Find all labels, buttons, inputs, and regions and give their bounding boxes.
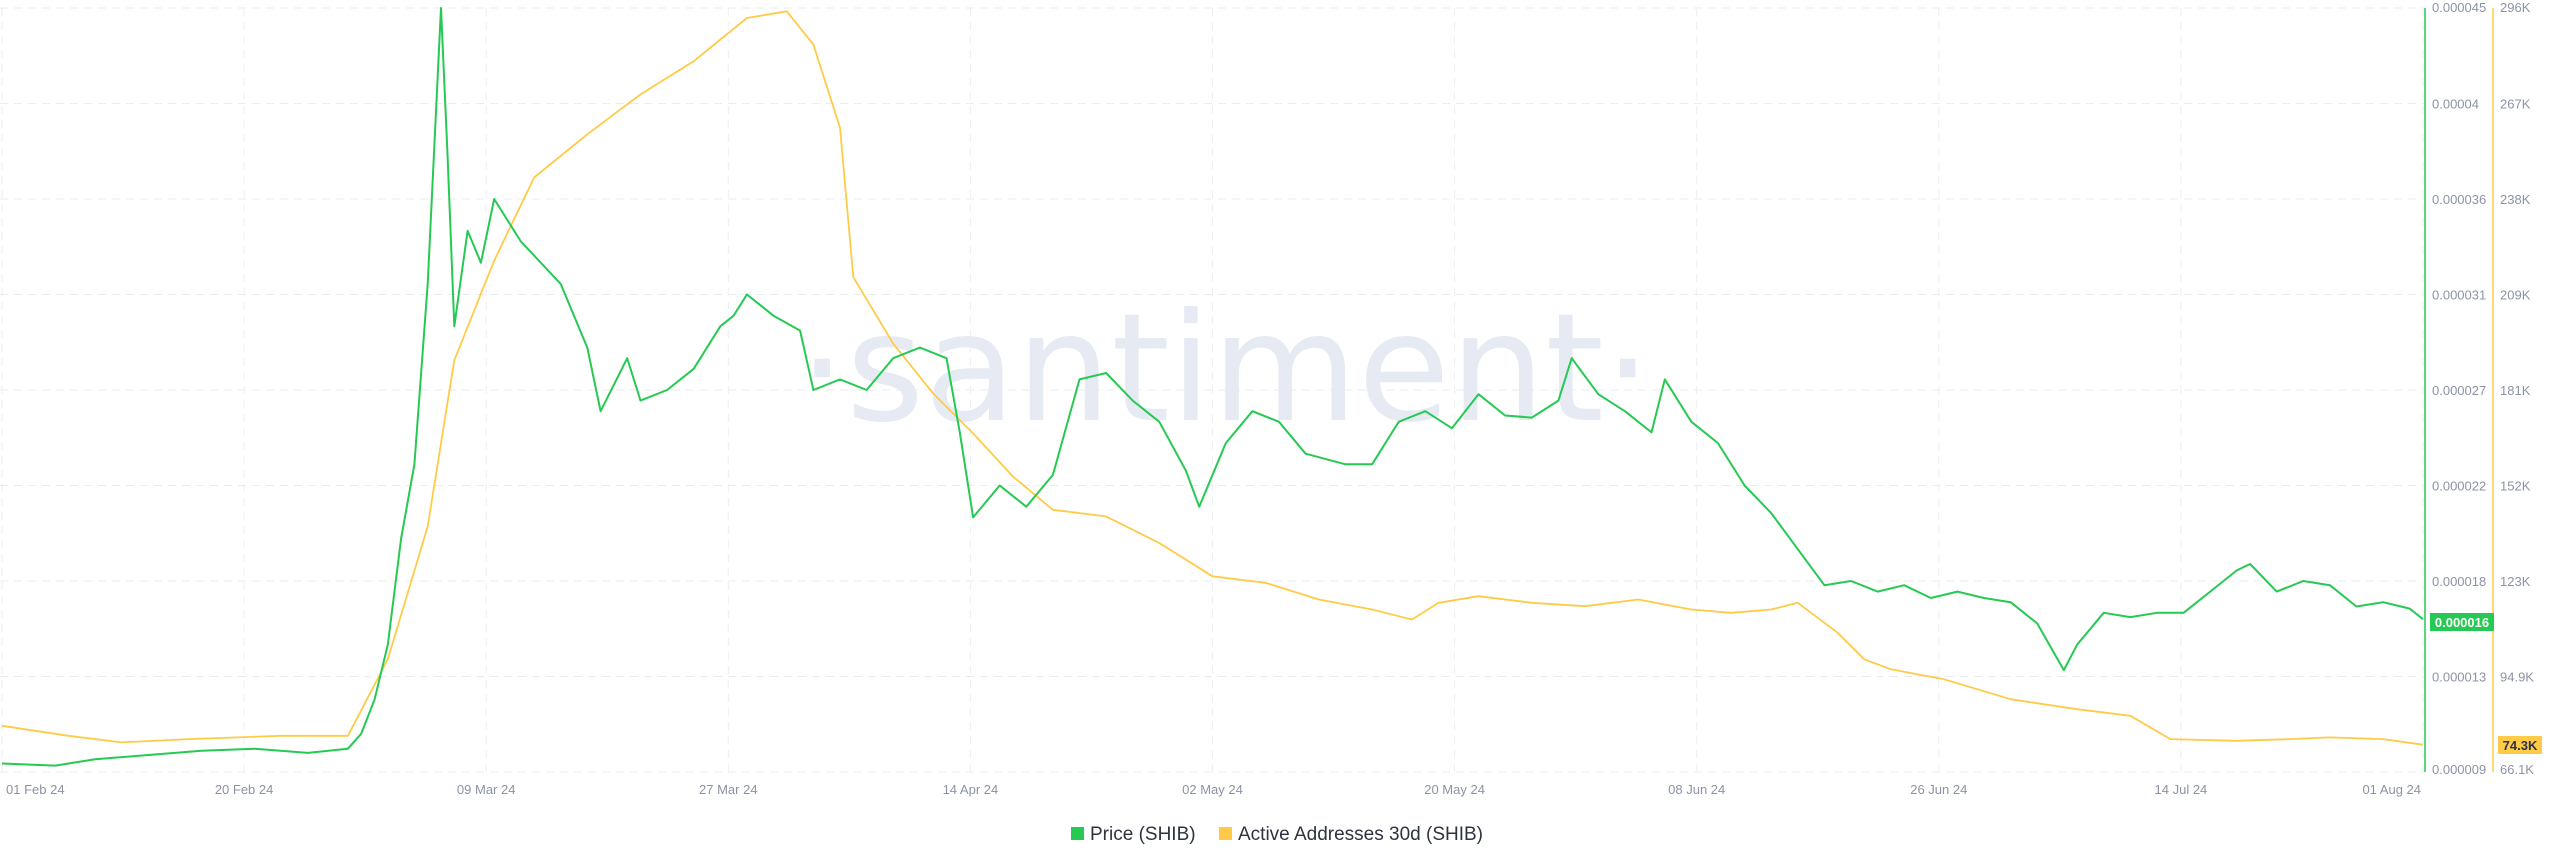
legend: Price (SHIB) Active Addresses 30d (SHIB) (1071, 824, 1483, 845)
x-tick-label: 09 Mar 24 (457, 782, 516, 797)
addresses-axis-ticks: 296K 267K 238K 209K 181K 152K 123K 94.9K 66.1K (2500, 0, 2534, 777)
price-tick-label: 0.000027 (2432, 383, 2486, 398)
addresses-tick-label: 66.1K (2500, 762, 2534, 777)
price-current-badge: 0.000016 (2430, 613, 2494, 631)
legend-label-addresses: Active Addresses 30d (SHIB) (1238, 824, 1483, 845)
price-tick-label: 0.000013 (2432, 670, 2486, 685)
price-tick-label: 0.000022 (2432, 479, 2486, 494)
santiment-watermark: ·santiment· (798, 282, 1651, 456)
x-axis-ticks: 01 Feb 24 20 Feb 24 09 Mar 24 27 Mar 24 14 A… (6, 782, 2421, 797)
x-tick-label: 20 Feb 24 (215, 782, 274, 797)
series-layer (1, 7, 2424, 767)
price-tick-label: 0.00004 (2432, 97, 2479, 112)
addresses-current-badge: 74.3K (2498, 736, 2542, 754)
addresses-tick-label: 152K (2500, 479, 2531, 494)
x-tick-label: 14 Jul 24 (2155, 782, 2208, 797)
addresses-tick-label: 181K (2500, 383, 2531, 398)
addresses-tick-label: 238K (2500, 192, 2531, 207)
price-tick-label: 0.000009 (2432, 762, 2486, 777)
x-tick-label: 01 Aug 24 (2362, 782, 2421, 797)
legend-item-addresses[interactable]: Active Addresses 30d (SHIB) (1219, 824, 1483, 845)
legend-swatch-addresses (1219, 827, 1232, 840)
x-tick-label: 01 Feb 24 (6, 782, 65, 797)
chart-grid (0, 7, 2425, 773)
price-tick-label: 0.000018 (2432, 574, 2486, 589)
price-tick-label: 0.000045 (2432, 0, 2486, 15)
x-tick-label: 20 May 24 (1424, 782, 1485, 797)
addresses-tick-label: 94.9K (2500, 670, 2534, 685)
addresses-current-value: 74.3K (2503, 738, 2538, 753)
addresses-tick-label: 123K (2500, 574, 2531, 589)
addresses-tick-label: 296K (2500, 0, 2531, 15)
legend-item-price[interactable]: Price (SHIB) (1071, 824, 1196, 845)
addresses-series-line (1, 10, 2424, 746)
addresses-tick-label: 209K (2500, 288, 2531, 303)
price-current-value: 0.000016 (2435, 615, 2489, 630)
x-tick-label: 02 May 24 (1182, 782, 1243, 797)
x-tick-label: 26 Jun 24 (1910, 782, 1967, 797)
price-series-line (1, 7, 2424, 767)
x-tick-label: 14 Apr 24 (943, 782, 999, 797)
legend-label-price: Price (SHIB) (1090, 824, 1196, 845)
price-tick-label: 0.000031 (2432, 288, 2486, 303)
legend-swatch-price (1071, 827, 1084, 840)
x-tick-label: 08 Jun 24 (1668, 782, 1725, 797)
x-tick-label: 27 Mar 24 (699, 782, 758, 797)
price-tick-label: 0.000036 (2432, 192, 2486, 207)
price-axis-ticks: 0.000045 0.00004 0.000036 0.000031 0.000027 0… (2432, 0, 2486, 777)
addresses-tick-label: 267K (2500, 97, 2531, 112)
